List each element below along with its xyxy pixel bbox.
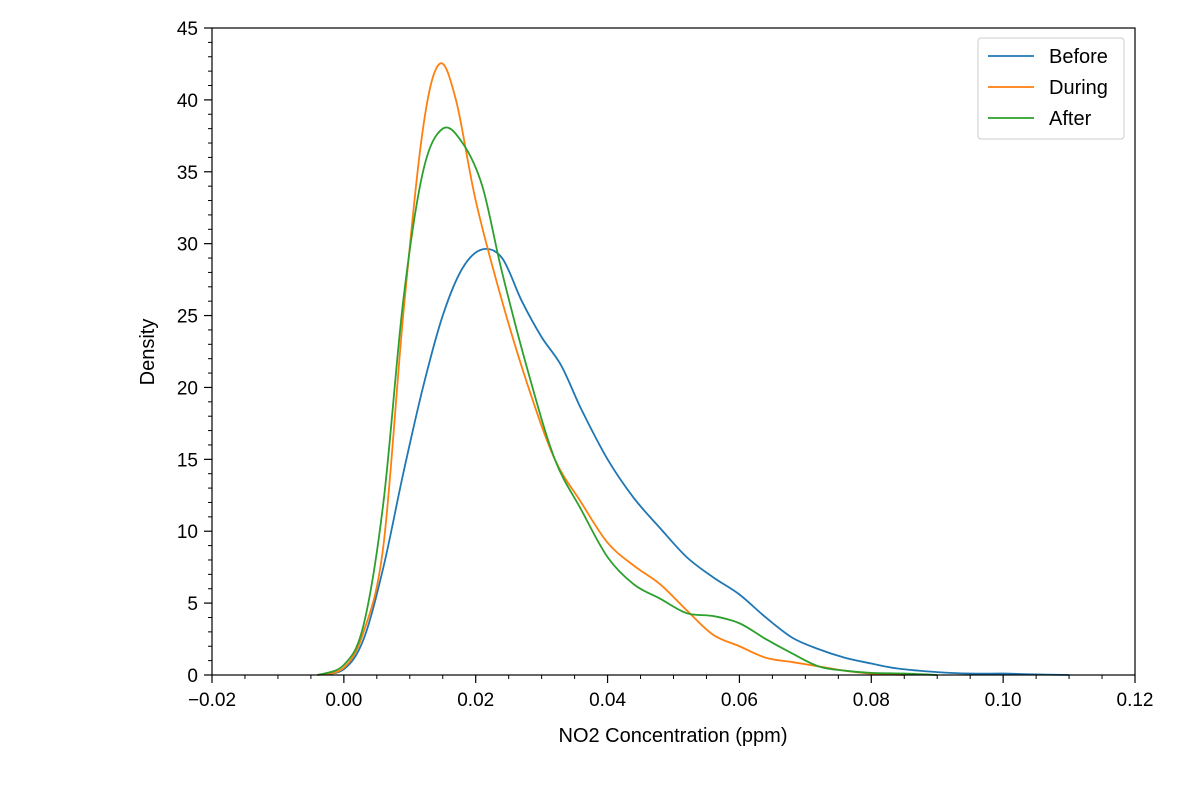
- series-line-before: [317, 247, 1070, 676]
- y-tick-label: 10: [177, 522, 198, 543]
- y-tick-label: 15: [177, 450, 198, 471]
- y-tick-label: 20: [177, 378, 198, 399]
- y-tick-label: 45: [177, 19, 198, 40]
- series-line-after: [317, 126, 938, 676]
- x-tick-label: 0.00: [325, 690, 362, 711]
- x-tick-label: −0.02: [188, 690, 236, 711]
- x-tick-label: 0.08: [853, 690, 890, 711]
- x-tick-label: 0.02: [457, 690, 494, 711]
- legend: Before During After: [977, 37, 1125, 140]
- x-axis-label: NO2 Concentration (ppm): [559, 725, 788, 747]
- y-tick-label: 40: [177, 91, 198, 112]
- plot-frame: [211, 27, 1136, 676]
- x-tick-label: 0.04: [589, 690, 626, 711]
- y-tick-label: 35: [177, 163, 198, 184]
- x-tick-label: 0.10: [985, 690, 1022, 711]
- legend-label-before: Before: [1049, 46, 1108, 68]
- legend-label-after: After: [1049, 108, 1092, 130]
- y-axis-label: Density: [137, 319, 159, 386]
- y-tick-label: 5: [187, 594, 198, 615]
- y-tick-label: 25: [177, 307, 198, 328]
- curves-group: [317, 62, 1070, 676]
- legend-label-during: During: [1049, 77, 1108, 99]
- series-line-during: [317, 62, 905, 676]
- ticks-group: −0.02 0.00 0.02 0.04 0.06 0.08 0.10 0.12 0 5 10 15 2…: [177, 19, 1154, 711]
- y-tick-label: 0: [187, 666, 198, 687]
- x-tick-label: 0.12: [1117, 690, 1154, 711]
- legend-box: [977, 37, 1125, 140]
- y-tick-label: 30: [177, 235, 198, 256]
- x-tick-label: 0.06: [721, 690, 758, 711]
